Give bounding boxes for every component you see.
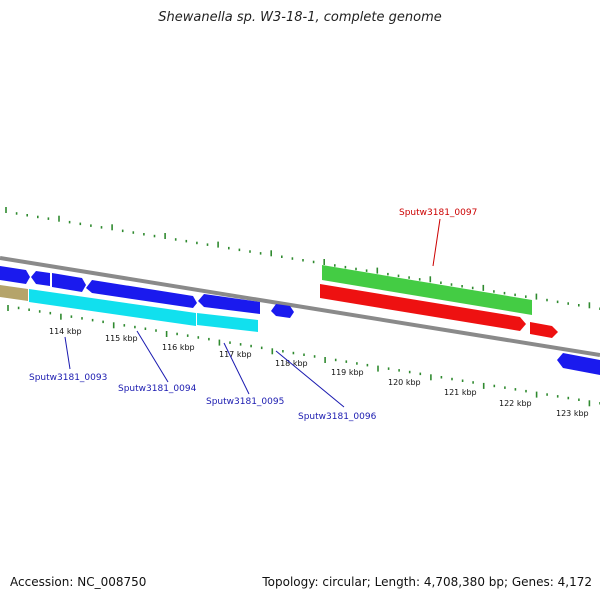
scale-label: 122 kbp: [499, 399, 532, 408]
cds-reverse-1[interactable]: [29, 289, 196, 326]
leader-line: [136, 330, 169, 383]
scale-label: 115 kbp: [105, 334, 138, 343]
gene-labels: Sputw3181_0093 Sputw3181_0094 Sputw3181_…: [29, 208, 477, 422]
leader-line: [432, 218, 441, 267]
cds-forward-3[interactable]: [52, 273, 86, 292]
cds-forward-5[interactable]: [198, 294, 260, 314]
genome-backbone: [0, 256, 600, 357]
topology-text: Topology: circular; Length: 4,708,380 bp…: [262, 575, 592, 589]
inner-tick-ring: [7, 305, 600, 407]
feature-other[interactable]: [0, 285, 28, 301]
scale-label: 123 kbp: [556, 409, 589, 418]
gene-label[interactable]: Sputw3181_0097: [399, 208, 477, 218]
cds-forward-7[interactable]: [557, 353, 600, 375]
rna-forward[interactable]: [322, 265, 532, 315]
map-title: Shewanella sp. W3-18-1, complete genome: [158, 10, 442, 25]
leader-line: [64, 336, 71, 370]
cds-forward-4[interactable]: [86, 280, 197, 308]
leader-line: [223, 342, 250, 395]
rna-reverse-2[interactable]: [530, 322, 558, 338]
scale-label: 117 kbp: [219, 350, 252, 359]
scale-label: 116 kbp: [162, 343, 195, 352]
gene-label[interactable]: Sputw3181_0096: [298, 412, 377, 422]
gene-label[interactable]: Sputw3181_0094: [118, 384, 197, 394]
scale-label: 114 kbp: [49, 327, 82, 336]
scale-label: 119 kbp: [331, 368, 364, 377]
scale-label: 121 kbp: [444, 388, 477, 397]
gene-label[interactable]: Sputw3181_0095: [206, 397, 284, 407]
outer-tick-ring: [5, 207, 600, 310]
scale-label: 120 kbp: [388, 378, 421, 387]
accession-text: Accession: NC_008750: [10, 575, 147, 589]
gene-label[interactable]: Sputw3181_0093: [29, 373, 107, 383]
leader-line: [275, 350, 345, 408]
rna-reverse-1[interactable]: [320, 284, 526, 331]
cds-forward-1[interactable]: [0, 266, 30, 284]
cds-forward-2[interactable]: [31, 271, 50, 286]
cds-forward-6[interactable]: [271, 304, 294, 318]
gene-label-leaders: [64, 218, 441, 408]
cds-reverse-2[interactable]: [197, 313, 258, 332]
